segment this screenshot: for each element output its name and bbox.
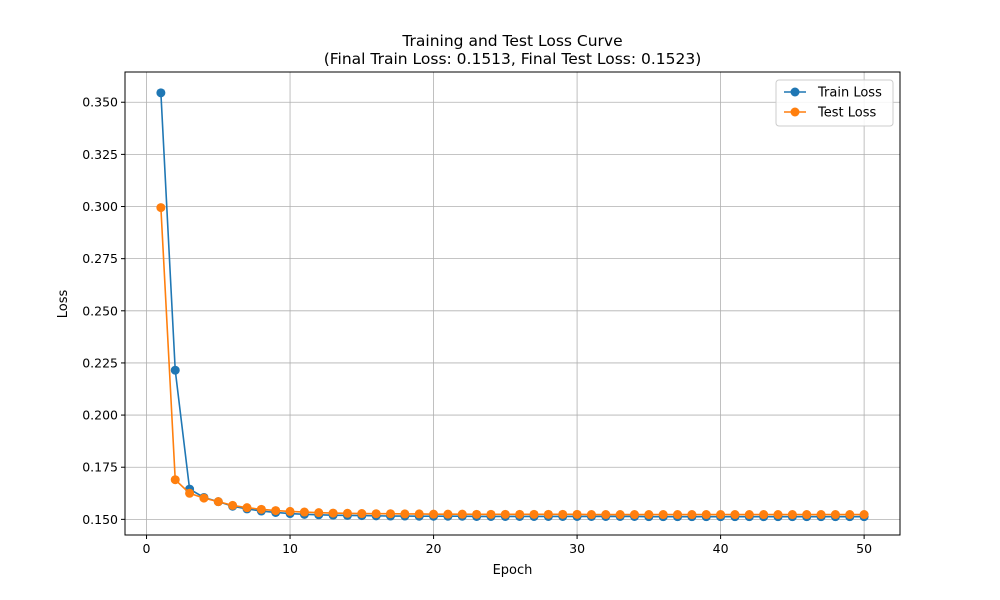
data-point-test-loss — [730, 510, 740, 520]
legend-marker-train-loss — [790, 87, 800, 97]
data-point-test-loss — [170, 475, 180, 485]
series-test-loss — [156, 203, 869, 520]
data-point-test-loss — [342, 508, 352, 518]
data-point-test-loss — [759, 510, 769, 520]
y-tick-label: 0.175 — [82, 460, 118, 475]
data-point-test-loss — [859, 510, 869, 520]
data-point-test-loss — [845, 510, 855, 520]
x-axis-label: Epoch — [493, 563, 533, 578]
chart-subtitle: (Final Train Loss: 0.1513, Final Test Lo… — [324, 50, 702, 68]
x-tick-label: 20 — [426, 541, 442, 556]
data-point-train-loss — [156, 88, 166, 98]
data-point-test-loss — [816, 510, 826, 520]
data-point-test-loss — [787, 510, 797, 520]
data-point-test-loss — [500, 509, 510, 519]
data-point-test-loss — [414, 509, 424, 519]
data-point-test-loss — [228, 500, 238, 510]
legend-label-test-loss: Test Loss — [817, 106, 876, 121]
data-point-test-loss — [156, 203, 166, 213]
x-tick-label: 40 — [713, 541, 729, 556]
y-axis-label: Loss — [56, 290, 71, 319]
data-point-test-loss — [472, 509, 482, 519]
data-point-test-loss — [185, 488, 195, 498]
data-point-test-loss — [687, 510, 697, 520]
legend-label-train-loss: Train Loss — [817, 86, 882, 101]
data-point-test-loss — [486, 509, 496, 519]
grid — [125, 72, 900, 535]
data-point-test-loss — [558, 509, 568, 519]
x-tick-label: 10 — [282, 541, 298, 556]
data-point-test-loss — [429, 509, 439, 519]
data-point-test-loss — [802, 510, 812, 520]
y-tick-label: 0.300 — [82, 199, 118, 214]
data-point-test-loss — [443, 509, 453, 519]
data-point-test-loss — [658, 510, 668, 520]
x-tick-label: 50 — [856, 541, 872, 556]
y-tick-label: 0.275 — [82, 251, 118, 266]
y-tick-label: 0.350 — [82, 95, 118, 110]
data-point-test-loss — [543, 509, 553, 519]
plot-series — [156, 88, 869, 522]
y-tick-label: 0.250 — [82, 303, 118, 318]
data-point-test-loss — [299, 507, 309, 517]
y-tick-label: 0.150 — [82, 512, 118, 527]
data-point-test-loss — [457, 509, 467, 519]
data-point-test-loss — [285, 506, 295, 516]
data-point-test-loss — [601, 510, 611, 520]
data-point-test-loss — [716, 510, 726, 520]
data-point-test-loss — [271, 506, 281, 516]
legend-marker-test-loss — [790, 107, 800, 117]
data-point-test-loss — [586, 510, 596, 520]
axes: 0 10 20 30 40 50 0.150 0.175 0.200 0.225 0.250 0.27… — [82, 95, 872, 556]
data-point-test-loss — [773, 510, 783, 520]
data-point-test-loss — [629, 510, 639, 520]
data-point-test-loss — [615, 510, 625, 520]
x-tick-label: 30 — [569, 541, 585, 556]
data-point-test-loss — [242, 503, 252, 513]
data-point-test-loss — [673, 510, 683, 520]
x-tick-label: 0 — [143, 541, 151, 556]
data-point-test-loss — [644, 510, 654, 520]
y-tick-label: 0.325 — [82, 147, 118, 162]
data-point-test-loss — [199, 493, 209, 503]
data-point-test-loss — [830, 510, 840, 520]
plot-frame — [124, 71, 901, 536]
data-point-test-loss — [529, 509, 539, 519]
data-point-test-loss — [400, 509, 410, 519]
y-tick-label: 0.225 — [82, 355, 118, 370]
legend: Train Loss Test Loss — [775, 79, 894, 127]
y-tick-label: 0.200 — [82, 408, 118, 423]
data-point-test-loss — [744, 510, 754, 520]
data-point-train-loss — [170, 365, 180, 375]
data-point-test-loss — [314, 508, 324, 518]
data-point-test-loss — [386, 509, 396, 519]
data-point-test-loss — [371, 509, 381, 519]
chart-title: Training and Test Loss Curve — [401, 32, 622, 50]
data-point-test-loss — [256, 504, 266, 514]
data-point-test-loss — [701, 510, 711, 520]
data-point-test-loss — [572, 509, 582, 519]
data-point-test-loss — [328, 508, 338, 518]
data-point-test-loss — [213, 497, 223, 507]
data-point-test-loss — [357, 509, 367, 519]
data-point-test-loss — [515, 509, 525, 519]
